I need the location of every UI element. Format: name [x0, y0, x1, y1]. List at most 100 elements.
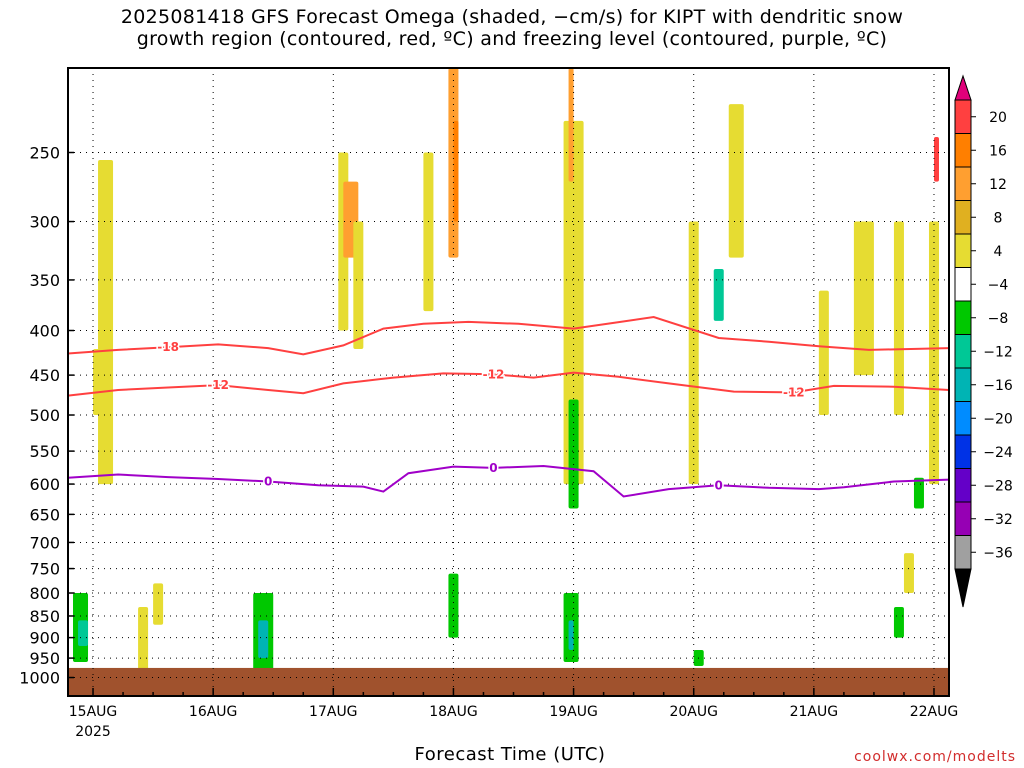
- colorbar-segment: [954, 468, 972, 503]
- omega-cell: [568, 620, 574, 651]
- colorbar-segment: [954, 233, 972, 268]
- y-tick-label: 950: [29, 649, 60, 668]
- y-tick-label: 900: [29, 629, 60, 648]
- omega-cell: [853, 221, 874, 376]
- y-tick-label: 600: [29, 475, 60, 494]
- x-tick-label: 20AUG: [669, 704, 718, 720]
- omega-cell: [893, 606, 904, 638]
- colorbar-segment: [954, 334, 972, 369]
- colorbar-segment: [954, 133, 972, 168]
- colorbar-segment: [954, 267, 972, 302]
- x-tick-year-label: 2025: [75, 724, 111, 740]
- y-tick-label: 850: [29, 607, 60, 626]
- omega-cell: [138, 606, 149, 670]
- contour-line: [67, 371, 950, 397]
- y-tick-label: 800: [29, 584, 60, 603]
- colorbar-segment: [954, 501, 972, 536]
- x-tick-label: 17AUG: [309, 704, 358, 720]
- colorbar-cap-top: [954, 74, 972, 101]
- contour-label: -18: [157, 340, 179, 354]
- colorbar-label: −8: [988, 311, 1009, 327]
- x-axis-label-text: Forecast Time (UTC): [414, 744, 606, 765]
- source-credit: coolwx.com/modelts: [854, 749, 1016, 765]
- colorbar-segment: [954, 367, 972, 402]
- colorbar-label: 12: [989, 177, 1007, 193]
- omega-cell: [728, 104, 744, 258]
- y-tick-label: 700: [29, 533, 60, 552]
- omega-cell: [713, 268, 724, 321]
- x-tick-label: 18AUG: [429, 704, 478, 720]
- colorbar-label: 16: [989, 143, 1007, 159]
- colorbar-segment: [954, 535, 972, 570]
- colorbar-label: 20: [989, 110, 1007, 126]
- omega-cell: [893, 221, 904, 416]
- omega-cell: [928, 221, 939, 485]
- colorbar-segment: [954, 401, 972, 436]
- omega-cell: [688, 221, 699, 485]
- omega-cell: [93, 348, 109, 416]
- colorbar-segment: [954, 434, 972, 469]
- omega-cell: [818, 290, 829, 416]
- colorbar-label: −4: [988, 277, 1009, 293]
- omega-cell: [448, 573, 459, 638]
- omega-cell: [913, 477, 924, 509]
- y-tick-label: 350: [29, 271, 60, 290]
- colorbar-label: −32: [983, 512, 1013, 528]
- y-tick-label: 550: [29, 442, 60, 461]
- x-axis-label: Forecast Time (UTC): [0, 744, 1024, 765]
- y-tick-label: 400: [29, 322, 60, 341]
- colorbar-label: −16: [983, 378, 1013, 394]
- y-tick-label: 450: [29, 366, 60, 385]
- colorbar-segment: [954, 166, 972, 201]
- omega-cell: [423, 152, 434, 312]
- omega-cell: [78, 620, 89, 646]
- y-tick-label: 750: [29, 560, 60, 579]
- colorbar-cap-bottom: [954, 568, 972, 608]
- y-tick-label: 650: [29, 505, 60, 524]
- omega-cell: [258, 620, 269, 659]
- omega-cell: [98, 160, 114, 485]
- omega-cell: [353, 221, 364, 349]
- colorbar-label: 8: [994, 210, 1003, 226]
- omega-shading: [73, 68, 939, 670]
- contour-label: 0: [715, 478, 723, 492]
- grid-lines: [68, 68, 949, 696]
- colorbar-label: −20: [983, 411, 1013, 427]
- contour-label: 0: [489, 461, 497, 475]
- colorbar-label: −24: [983, 445, 1013, 461]
- y-tick-label: 250: [29, 144, 60, 163]
- colorbar: 20 16 12 8 4 −4 −8 −12 −16 −20 −24 −28 −32 −36: [954, 74, 1013, 608]
- plot-frame: [67, 67, 950, 697]
- colorbar-label: −36: [983, 545, 1013, 561]
- omega-cell: [933, 137, 939, 182]
- x-tick-label: 22AUG: [910, 704, 959, 720]
- colorbar-label: −28: [983, 478, 1013, 494]
- contour-line: [67, 464, 950, 498]
- contour-label: -12: [483, 367, 505, 381]
- contour-label: 0: [264, 475, 272, 489]
- colorbar-segment: [954, 300, 972, 335]
- colorbar-segment: [954, 99, 972, 134]
- y-tick-label: 300: [29, 213, 60, 232]
- omega-cell: [453, 120, 459, 222]
- x-tick-label: 21AUG: [790, 704, 839, 720]
- x-tick-label: 15AUG: [69, 704, 118, 720]
- x-tick-label: 16AUG: [189, 704, 238, 720]
- omega-cell: [568, 399, 579, 509]
- y-tick-label: 500: [29, 406, 60, 425]
- y-tick-label: 1000: [19, 669, 60, 688]
- ground-surface: [68, 667, 949, 696]
- contour-line: [67, 315, 950, 356]
- omega-cell: [568, 68, 574, 182]
- colorbar-segment: [954, 200, 972, 235]
- contour-label: -12: [207, 378, 229, 392]
- omega-cell: [903, 553, 914, 594]
- colorbar-label: 4: [994, 244, 1003, 260]
- colorbar-label: −12: [983, 344, 1013, 360]
- chart-title: 2025081418 GFS Forecast Omega (shaded, −…: [120, 6, 904, 50]
- x-tick-label: 19AUG: [549, 704, 598, 720]
- omega-cell: [153, 583, 164, 625]
- contour-label: -12: [783, 385, 805, 399]
